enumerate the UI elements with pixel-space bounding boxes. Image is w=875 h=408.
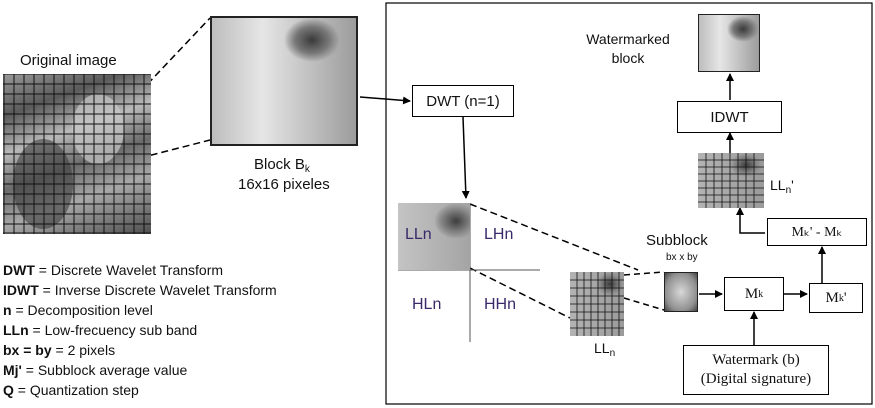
legend-dwt-desc: = Discrete Wavelet Transform (34, 262, 224, 278)
arrow-dwt-to-subbands (461, 116, 470, 199)
block-bk-title: Block Bk (254, 156, 310, 175)
legend-lln-term: LLn (3, 322, 29, 338)
legend-lln-desc: = Low-frecuency sub band (28, 322, 198, 338)
legend-idwt-desc: = Inverse Discrete Wavelet Transform (38, 282, 277, 298)
watermark-line2: (Digital signature) (700, 371, 812, 387)
subblock-dims: bx x by (666, 252, 698, 263)
mk-prime-mark: ' (843, 289, 847, 306)
zoom-line-top (139, 17, 211, 93)
lln-prime-label-sub: n (785, 185, 792, 196)
legend-bxby-term: bx = by (3, 342, 52, 358)
legend-lln: LLn = Low-frecuency sub band (3, 322, 197, 338)
legend-mj-desc: = Subblock average value (21, 362, 188, 378)
arrow-block-to-dwt (359, 96, 411, 105)
idwt-box-label: IDWT (710, 108, 749, 126)
lln-small-label: LLn (594, 340, 615, 359)
lln-small-grid-lines (570, 272, 624, 336)
lln-prime-label: LLn' (770, 177, 794, 196)
zoom-line-bottom (139, 139, 211, 159)
subblock-title: Subblock (646, 232, 708, 249)
block-bk-size: 16x16 pixeles (238, 176, 330, 193)
subband-hhn-label: HHn (484, 296, 517, 313)
legend-n: n = Decomposition level (3, 302, 153, 318)
lln-prime-label-base: LL (770, 177, 786, 193)
watermarked-block-image (698, 14, 760, 72)
zoom-line-lln-bottom (469, 267, 571, 319)
watermark-line1: Watermark (b) (712, 352, 800, 368)
mk-box-base: M (744, 285, 759, 302)
legend-n-desc: = Decomposition level (11, 302, 153, 318)
legend-dwt: DWT = Discrete Wavelet Transform (3, 262, 223, 278)
mk-box-sub: k (758, 288, 764, 300)
legend-bxby: bx = by = 2 pixels (3, 342, 115, 358)
legend-q-desc: = Quantization step (13, 382, 139, 398)
lln-small-grid (570, 272, 624, 336)
idwt-box: IDWT (677, 101, 782, 133)
original-image-label: Original image (20, 52, 117, 69)
subband-lln-label: LLn (405, 226, 432, 243)
block-bk-title-text: Block B (254, 156, 305, 173)
lln-small-label-base: LL (594, 340, 610, 356)
lln-prime-grid-lines (698, 153, 764, 208)
lln-small-label-sub: n (609, 348, 616, 359)
block-bk-title-sub: k (304, 164, 310, 175)
process-frame (385, 2, 873, 405)
legend-mj-term: Mj' (3, 362, 22, 378)
lln-prime-grid (698, 153, 764, 208)
legend-bxby-desc: = 2 pixels (51, 342, 116, 358)
legend-dwt-term: DWT (3, 262, 35, 278)
block-bk-image (210, 16, 358, 146)
subband-hln-label: HLn (412, 296, 442, 313)
mk-prime-sub: k (838, 292, 844, 304)
legend-n-term: n (3, 302, 12, 318)
dwt-box-label: DWT (n=1) (426, 92, 500, 110)
dwt-box: DWT (n=1) (412, 85, 514, 117)
legend-idwt: IDWT = Inverse Discrete Wavelet Transfor… (3, 282, 277, 298)
legend-q: Q = Quantization step (3, 382, 139, 398)
subband-lln (398, 203, 470, 270)
mk-diff-label: Mₖ' - Mₖ (791, 224, 843, 240)
original-image (3, 74, 151, 234)
subband-lhn-label: LHn (484, 226, 514, 243)
original-image-grid (3, 74, 151, 234)
watermarked-label: Watermarked block (580, 30, 676, 68)
mk-prime-base: M (825, 289, 839, 306)
subblock-image (664, 272, 698, 312)
zoom-line-sub-top (623, 271, 665, 276)
watermark-box: Watermark (b) (Digital signature) (683, 345, 829, 395)
lln-prime-label-mark: ' (791, 177, 794, 193)
legend-mj: Mj' = Subblock average value (3, 362, 187, 378)
watermarked-label-line1: Watermarked (586, 31, 670, 47)
zoom-line-lln-top (469, 203, 639, 271)
legend-q-term: Q (3, 382, 14, 398)
legend-idwt-term: IDWT (3, 282, 39, 298)
mk-diff-box: Mₖ' - Mₖ (767, 218, 867, 246)
watermarked-label-line2: block (611, 50, 645, 66)
zoom-line-sub-bottom (623, 297, 665, 311)
arrow-diff-to-llnprime (736, 207, 765, 234)
